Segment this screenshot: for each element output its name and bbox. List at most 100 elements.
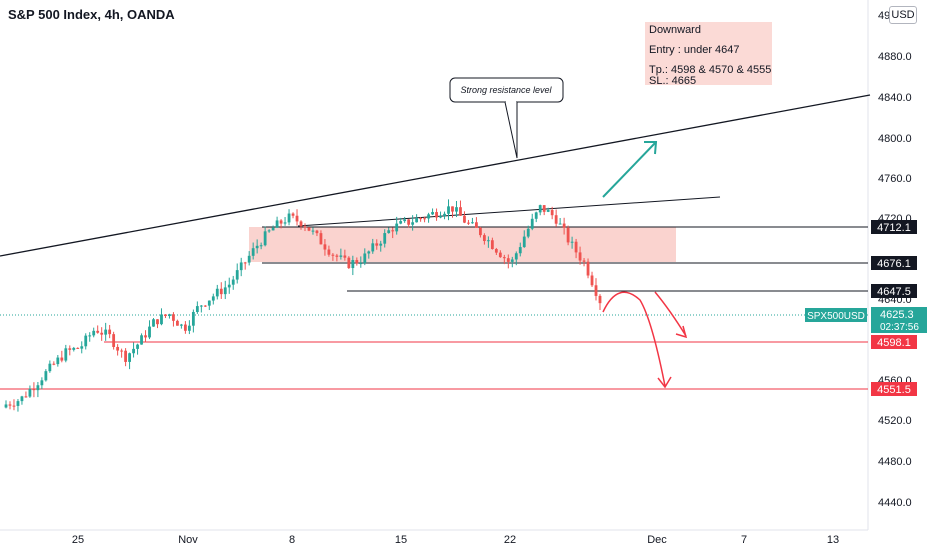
candle-body [279,220,283,224]
trade-take-profit: Tp.: 4598 & 4570 & 4555 [649,64,772,76]
price-level-labels[interactable]: 4712.1 4676.1 4647.5 4598.1 4551.5 [871,220,917,396]
candle-body [48,363,52,372]
level-4598-label: 4598.1 [877,337,911,349]
candle-body [60,357,64,361]
candle-body [319,233,323,245]
candle-body [299,221,303,227]
candle-body [203,305,207,307]
candle-body [447,206,450,214]
candle-body [271,227,275,231]
candle-body [566,227,570,243]
candle-body [295,215,299,222]
bearish-curve-long [602,291,666,387]
time-tick: 25 [72,534,84,546]
candle-body [128,353,131,362]
candle-body [56,357,60,365]
price-tick-partial-top: 49 [878,10,890,22]
candle-body [459,207,462,216]
candle-body [40,380,44,386]
chart-title[interactable]: S&P 500 Index, 4h, OANDA [8,7,175,22]
candle-body [395,223,399,232]
level-4712-label: 4712.1 [877,222,911,234]
candle-body [463,215,466,223]
candle-body [140,335,143,345]
bullish-arrow-head [644,141,658,155]
candle-body [494,249,498,253]
price-tick: 4440.0 [878,497,912,509]
candle-body [152,319,155,327]
bullish-projection-arrow[interactable] [602,141,658,198]
candle-body [399,221,403,224]
price-tick: 4840.0 [878,92,912,104]
resistance-trendline[interactable] [0,94,871,257]
price-tick: 4880.0 [878,51,912,63]
candle-body [223,287,227,295]
resistance-zone-rect[interactable] [249,227,676,262]
candle-body [259,245,263,247]
symbol-price-tag[interactable]: SPX500USD 4625.3 02:37:56 [805,307,927,333]
candle-body [247,255,251,263]
price-tick: 4520.0 [878,415,912,427]
candle-body [52,363,56,365]
candle-body [578,252,582,261]
candle-body [267,230,271,232]
resistance-callout[interactable]: Strong resistance level [449,77,564,159]
candle-body [263,231,267,246]
candle-body [315,230,319,234]
last-price-label-bg [871,307,927,333]
candle-body [558,223,562,225]
axis-corner [868,530,932,550]
time-tick: Dec [647,534,667,546]
candle-body [423,218,426,220]
candle-body [124,350,127,362]
candle-body [8,404,12,406]
candle-body [180,324,183,326]
currency-button[interactable]: USD [889,6,917,24]
bearish-arrow-head-short [675,325,688,339]
candle-body [510,259,514,262]
candle-body [243,262,247,264]
candle-body [506,258,510,262]
candle-body [411,222,415,225]
candle-body [375,243,379,246]
candle-body [68,348,72,350]
candle-body [419,218,423,220]
candle-body [183,324,187,331]
candle-body [486,240,490,242]
level-4647-label: 4647.5 [877,286,911,298]
candle-body [32,389,36,391]
candle-body [136,344,139,349]
candle-body [251,248,255,256]
candle-body [80,346,84,349]
candle-body [530,218,534,229]
last-price-label: 4625.3 [880,309,914,321]
candle-body [582,260,586,262]
candle-body [231,279,235,285]
trade-info-box[interactable]: Downward Entry : under 4647 Tp.: 4598 & … [645,22,772,87]
candle-body [550,210,554,216]
channel-top-trendline[interactable] [297,196,721,227]
candle-body [287,213,291,223]
level-4551-label-bg [871,382,917,396]
time-axis[interactable]: 25 Nov 8 15 22 Dec 7 13 [72,534,839,546]
candle-body [363,253,367,264]
candle-body [28,389,32,397]
candle-body [498,252,502,258]
price-tick: 4480.0 [878,456,912,468]
candle-body [172,314,175,321]
bearish-projection-arrows[interactable] [602,291,688,389]
candle-body [227,284,231,288]
level-4647-label-bg [871,284,917,298]
level-4676-label-bg [871,256,917,270]
candle-body [546,210,550,212]
candle-body [160,314,163,325]
candle-body [482,235,486,241]
candle-body [100,332,104,335]
callout-pointer [504,101,518,159]
candle-body [427,214,430,219]
candle-body [590,275,594,286]
candle-body [148,326,151,338]
candle-body [168,314,171,316]
